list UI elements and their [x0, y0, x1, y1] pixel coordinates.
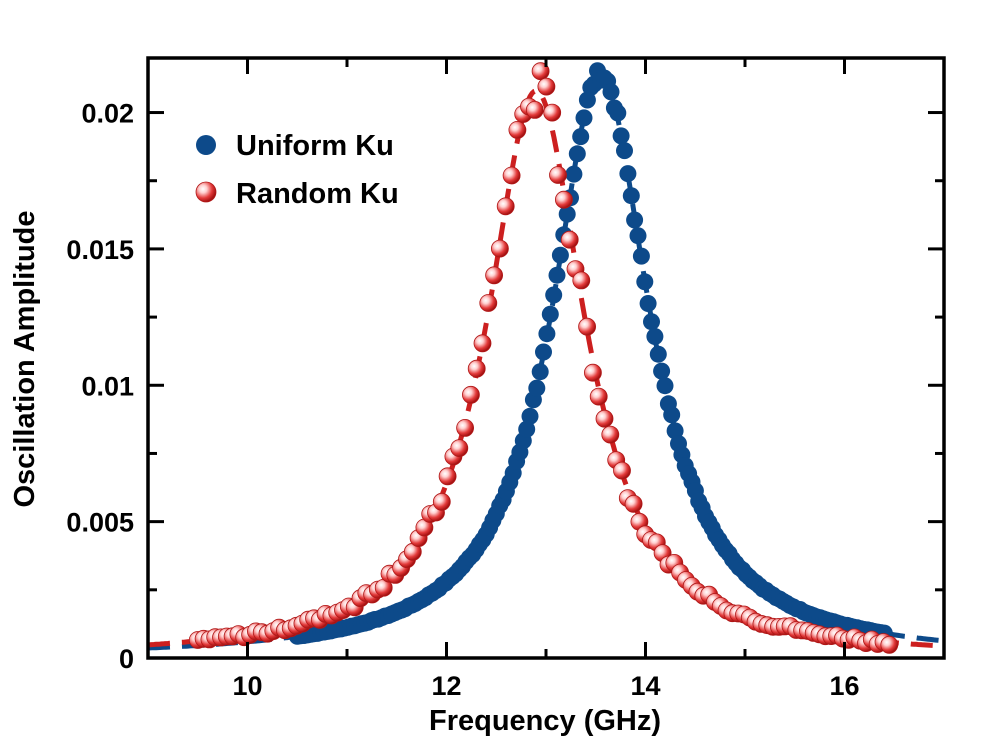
uniform-ku-point	[531, 363, 549, 381]
uniform-ku-point	[545, 286, 563, 304]
random-ku-point	[555, 190, 573, 209]
y-tick-label: 0	[119, 644, 134, 674]
y-tick-label: 0.015	[66, 235, 134, 265]
uniform-ku-point	[558, 205, 576, 223]
uniform-ku-point	[643, 313, 660, 331]
random-ku-point	[473, 334, 492, 353]
uniform-ku-point	[612, 127, 630, 145]
uniform-ku-point	[653, 362, 671, 380]
uniform-ku-point	[518, 420, 536, 438]
uniform-ku-point	[565, 165, 583, 183]
y-tick-label: 0.005	[66, 508, 134, 538]
uniform-ku-point	[649, 345, 667, 363]
y-tick-label: 0.02	[81, 99, 134, 129]
uniform-ku-point	[528, 379, 546, 397]
legend-label-uniform: Uniform Ku	[236, 130, 394, 162]
random-ku-point	[584, 363, 602, 382]
random-ku-point	[572, 271, 591, 290]
random-ku-point	[438, 467, 457, 486]
random-ku-point	[624, 494, 643, 513]
uniform-ku-point	[636, 273, 654, 291]
random-ku-point	[613, 461, 631, 480]
uniform-ku-point	[538, 325, 556, 343]
random-ku-point	[595, 409, 614, 428]
uniform-ku-point	[639, 295, 657, 312]
random-ku-point	[508, 120, 527, 139]
x-tick-label: 10	[232, 671, 262, 701]
random-ku-point	[456, 418, 475, 437]
uniform-ku-point	[663, 406, 681, 424]
legend-marker-random	[195, 181, 217, 203]
random-ku-point	[485, 266, 504, 285]
uniform-ku-point	[622, 187, 640, 205]
uniform-ku-point	[575, 109, 593, 127]
uniform-ku-point	[629, 227, 647, 245]
random-ku-point	[560, 230, 579, 249]
random-ku-point	[589, 387, 608, 406]
uniform-ku-point	[609, 104, 627, 122]
uniform-ku-point	[632, 247, 650, 265]
uniform-ku-point	[535, 343, 552, 361]
x-axis-label: Frequency (GHz)	[429, 705, 661, 737]
uniform-ku-point	[646, 328, 664, 345]
random-ku-point	[525, 101, 544, 119]
legend-label-random: Random Ku	[236, 178, 399, 210]
random-ku-point	[537, 77, 556, 96]
uniform-ku-point	[619, 165, 637, 183]
random-ku-point	[601, 425, 620, 444]
x-tick-label: 16	[829, 671, 859, 701]
y-axis-label: Oscillation Amplitude	[9, 210, 41, 507]
uniform-ku-point	[602, 83, 620, 101]
legend-marker-uniform	[196, 135, 216, 155]
uniform-ku-point	[572, 128, 590, 146]
random-ku-point	[450, 439, 469, 458]
uniform-ku-point	[541, 305, 559, 323]
uniform-ku-point	[656, 377, 674, 395]
uniform-ku-point	[568, 145, 586, 163]
uniform-ku-point	[548, 266, 566, 284]
random-ku-point	[578, 317, 596, 336]
random-ku-point	[479, 294, 498, 312]
uniform-ku-point	[616, 142, 633, 160]
uniform-ku-point	[521, 407, 539, 425]
x-tick-label: 12	[431, 671, 461, 701]
random-ku-point	[549, 166, 567, 184]
y-tick-label: 0.01	[81, 371, 134, 401]
uniform-ku-point	[626, 211, 644, 229]
random-ku-point	[490, 239, 509, 258]
x-tick-label: 14	[630, 671, 660, 701]
random-ku-point	[880, 635, 899, 654]
random-ku-point	[461, 385, 480, 404]
random-ku-point	[496, 197, 515, 216]
random-ku-point	[502, 166, 521, 185]
random-ku-point	[432, 492, 451, 511]
random-ku-point	[543, 103, 562, 122]
uniform-ku-point	[551, 246, 569, 264]
random-ku-point	[467, 359, 486, 378]
